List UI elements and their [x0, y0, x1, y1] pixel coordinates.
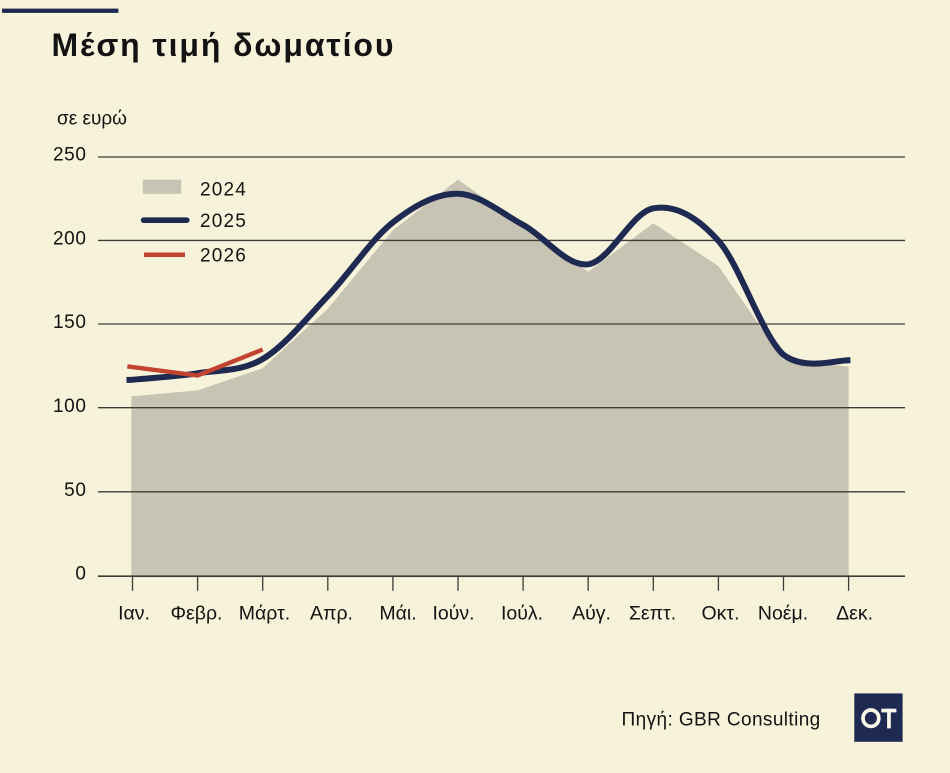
- svg-text:200: 200: [53, 228, 87, 249]
- svg-text:Μέση τιμή δωματίου: Μέση τιμή δωματίου: [52, 27, 396, 63]
- svg-text:0: 0: [75, 564, 86, 585]
- svg-text:2024: 2024: [200, 179, 247, 200]
- svg-text:Νοέμ.: Νοέμ.: [758, 603, 808, 625]
- svg-text:Απρ.: Απρ.: [310, 603, 353, 625]
- svg-text:2025: 2025: [200, 211, 247, 232]
- svg-text:100: 100: [53, 396, 87, 417]
- svg-text:Ιούν.: Ιούν.: [432, 603, 474, 625]
- svg-text:Σεπτ.: Σεπτ.: [629, 603, 676, 625]
- svg-text:Πηγή: GBR Consulting: Πηγή: GBR Consulting: [622, 710, 821, 731]
- svg-text:Αύγ.: Αύγ.: [572, 603, 611, 625]
- svg-text:2026: 2026: [200, 246, 247, 267]
- svg-text:Ιούλ.: Ιούλ.: [501, 603, 543, 625]
- svg-text:σε ευρώ: σε ευρώ: [57, 109, 127, 130]
- svg-text:50: 50: [64, 480, 86, 501]
- svg-text:Ιαν.: Ιαν.: [118, 603, 150, 625]
- svg-text:Μάι.: Μάι.: [379, 603, 416, 625]
- svg-text:Δεκ.: Δεκ.: [836, 603, 873, 625]
- svg-text:150: 150: [53, 312, 87, 333]
- svg-text:Φεβρ.: Φεβρ.: [171, 603, 223, 625]
- svg-text:Μάρτ.: Μάρτ.: [239, 603, 290, 625]
- svg-text:250: 250: [53, 145, 87, 166]
- svg-text:Οκτ.: Οκτ.: [701, 603, 739, 625]
